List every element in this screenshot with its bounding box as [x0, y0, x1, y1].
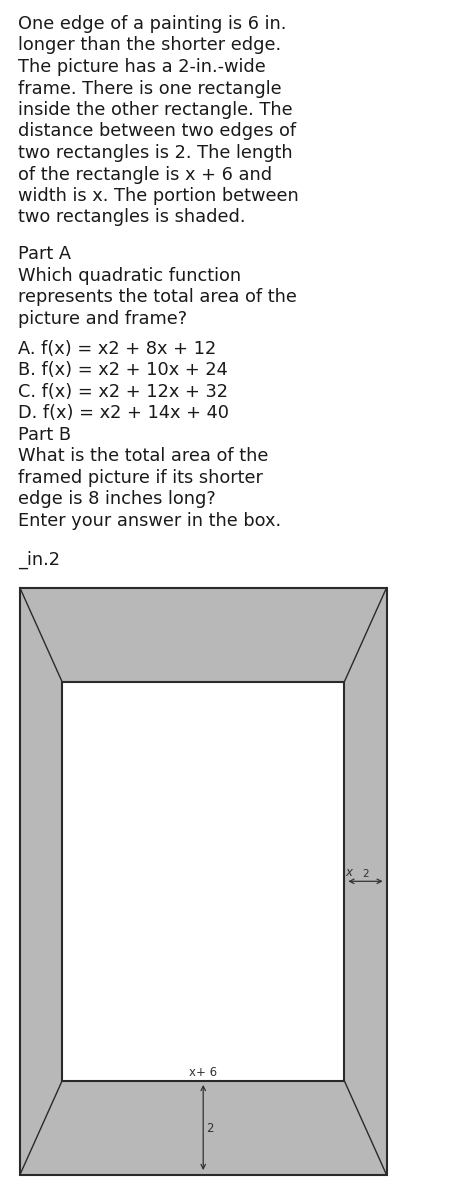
Text: represents the total area of the: represents the total area of the: [18, 288, 296, 306]
Bar: [62, 682, 344, 1081]
Text: A. f(x) = x2 + 8x + 12: A. f(x) = x2 + 8x + 12: [18, 340, 216, 358]
Text: two rectangles is 2. The length: two rectangles is 2. The length: [18, 144, 292, 162]
Text: longer than the shorter edge.: longer than the shorter edge.: [18, 36, 280, 54]
Text: edge is 8 inches long?: edge is 8 inches long?: [18, 490, 215, 508]
Text: One edge of a painting is 6 in.: One edge of a painting is 6 in.: [18, 14, 286, 32]
Text: _in.2: _in.2: [18, 551, 60, 569]
Text: Part B: Part B: [18, 426, 71, 444]
Text: C. f(x) = x2 + 12x + 32: C. f(x) = x2 + 12x + 32: [18, 383, 228, 401]
Text: frame. There is one rectangle: frame. There is one rectangle: [18, 79, 281, 97]
Text: The picture has a 2-in.-wide: The picture has a 2-in.-wide: [18, 58, 265, 76]
Text: two rectangles is shaded.: two rectangles is shaded.: [18, 209, 245, 227]
Text: width is x. The portion between: width is x. The portion between: [18, 187, 298, 205]
Text: x: x: [345, 866, 352, 880]
Text: What is the total area of the: What is the total area of the: [18, 448, 268, 466]
Text: inside the other rectangle. The: inside the other rectangle. The: [18, 101, 292, 119]
Text: Which quadratic function: Which quadratic function: [18, 266, 240, 284]
Bar: [20, 588, 386, 1175]
Text: of the rectangle is x + 6 and: of the rectangle is x + 6 and: [18, 166, 271, 184]
Text: Enter your answer in the box.: Enter your answer in the box.: [18, 511, 280, 529]
Text: distance between two edges of: distance between two edges of: [18, 122, 295, 140]
Text: B. f(x) = x2 + 10x + 24: B. f(x) = x2 + 10x + 24: [18, 361, 227, 379]
Text: picture and frame?: picture and frame?: [18, 310, 187, 328]
Text: 2: 2: [206, 1122, 213, 1134]
Text: 2: 2: [361, 869, 368, 880]
Text: Part A: Part A: [18, 245, 71, 263]
Text: framed picture if its shorter: framed picture if its shorter: [18, 469, 262, 487]
Text: D. f(x) = x2 + 14x + 40: D. f(x) = x2 + 14x + 40: [18, 404, 228, 422]
Text: x+ 6: x+ 6: [189, 1066, 217, 1079]
